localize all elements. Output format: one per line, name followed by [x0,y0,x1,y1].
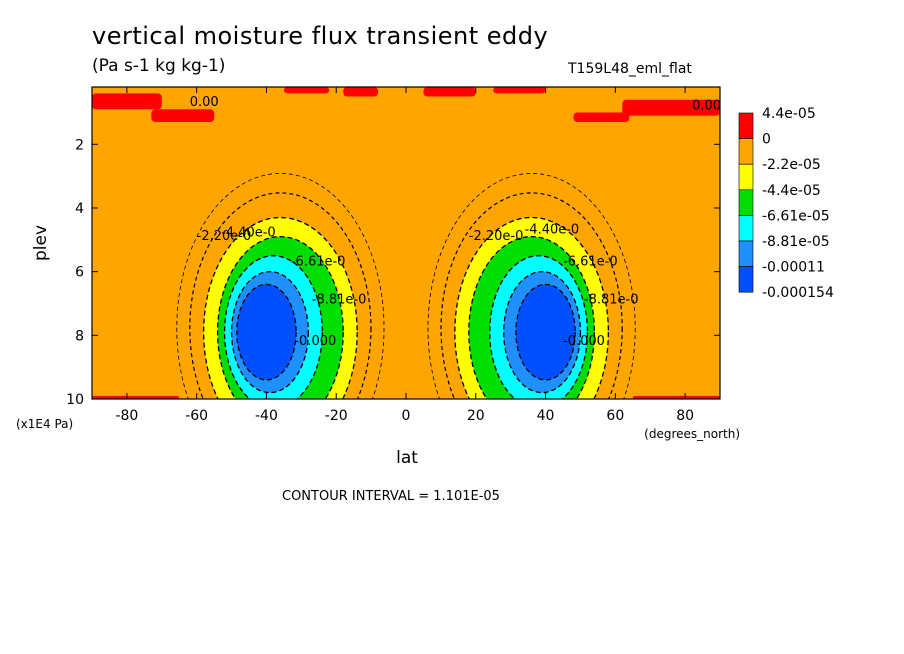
contour-lines [176,173,636,399]
contour-line [230,271,309,394]
contour-value-label: -2.20e-0 [469,229,524,244]
contour-interval-note: CONTOUR INTERVAL = 1.101E-05 [282,489,500,504]
positive-region [493,87,546,94]
contour-value-label: -8.81e-0 [312,292,367,307]
positive-region [92,93,162,110]
contour-value-label: 0.00 [692,98,721,113]
positive-region [283,87,330,94]
colorbar-swatch [738,215,754,242]
colorbar-label: 0 [762,132,771,148]
colorbar-swatch [738,189,754,216]
contour-line [454,216,609,399]
colorbar-swatch [738,266,754,293]
positive-region [423,87,476,97]
colorbar-swatch [738,112,754,139]
y-tick-label: 4 [75,201,84,217]
x-tick-label: -40 [255,408,278,424]
positive-region [92,395,180,399]
run-id: T159L48_eml_flat [568,61,692,77]
contour-value-label: -8.81e-0 [584,292,639,307]
x-tick-label: 0 [402,408,411,424]
y-tick-label: 6 [75,265,84,281]
contour-value-label: -4.40e-0 [221,226,276,241]
colorbar-label: -0.000154 [762,285,834,301]
contour-value-label: -0.000 [563,334,605,349]
contour-value-label: -6.61e-0 [563,254,618,269]
colorbar: 4.4e-05 0 -2.2e-05 -4.4e-05 -6.61e-05 -8.81e-… [738,106,834,301]
colorbar-label: -2.2e-05 [762,157,821,173]
colorbar-label: -0.00011 [762,260,825,276]
contour-line [503,271,582,394]
contour-line [468,236,596,399]
y-tick-label: 10 [66,392,84,408]
x-tick-label: -80 [115,408,138,424]
x-tick-label: -20 [325,408,348,424]
contour-line [440,192,623,399]
contour-line [489,255,589,399]
x-axis-label: lat [396,448,418,468]
chart-units: (Pa s-1 kg kg-1) [92,56,226,76]
positive-region [622,99,720,116]
x-unit-label: (degrees_north) [644,427,740,441]
colorbar-label: -6.61e-05 [762,208,830,224]
contour-line [427,173,636,399]
positive-region [632,395,720,399]
contour-value-label: -2.20e-0 [197,229,252,244]
contour-line [515,283,576,381]
positive-region [151,109,215,123]
x-tick-label: 80 [676,408,694,424]
contour-line [216,236,344,399]
contour-value-label: -6.61e-0 [291,254,346,269]
colorbar-label: -4.4e-05 [762,183,821,199]
contour-fill [515,284,576,380]
contour-line [203,216,358,399]
positive-region [343,87,379,97]
colorbar-swatch [738,240,754,267]
contour-line [236,283,297,381]
x-tick-label: 20 [467,408,485,424]
contour-line [223,255,323,399]
colorbar-swatch [738,138,754,165]
colorbar-label: 4.4e-05 [762,106,816,122]
x-tick-label: 60 [606,408,624,424]
contour-line [189,192,372,399]
colorbar-label: -8.81e-05 [762,234,830,250]
contour-value-label: -4.40e-0 [525,222,580,237]
positive-region [573,112,630,123]
y-tick-label: 8 [75,328,84,344]
contour-line [176,173,385,399]
colorbar-swatch [738,163,754,191]
contour-fill [236,284,297,380]
contour-labels: 0.00 0.00-2.20e-0-4.40e-0-6.61e-0-8.81e-0… [190,95,721,349]
field-layer [92,87,720,399]
x-tick-label: 40 [537,408,555,424]
y-axis-label: plev [31,225,51,261]
contour-value-label: -0.000 [294,334,336,349]
x-axis: -80 -60 -40 -20 0 20 40 60 80 [115,87,694,424]
contour-value-label: 0.00 [190,95,219,110]
y-unit-label: (x1E4 Pa) [16,417,73,431]
y-axis: 2 4 6 8 10 [66,137,720,408]
background-region [92,87,720,399]
y-tick-label: 2 [75,137,84,153]
chart-title: vertical moisture flux transient eddy [92,22,549,50]
x-tick-label: -60 [185,408,208,424]
